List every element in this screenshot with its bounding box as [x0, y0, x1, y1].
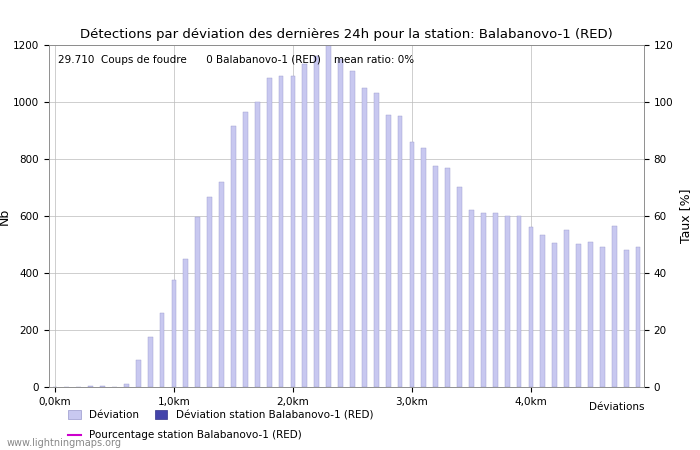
- Bar: [469, 210, 474, 387]
- Bar: [160, 313, 164, 387]
- Bar: [183, 259, 188, 387]
- Bar: [505, 216, 510, 387]
- Bar: [314, 56, 319, 387]
- Text: www.lightningmaps.org: www.lightningmaps.org: [7, 438, 122, 448]
- Bar: [148, 337, 153, 387]
- Bar: [433, 166, 438, 387]
- Bar: [231, 126, 236, 387]
- Bar: [136, 360, 141, 387]
- Bar: [195, 217, 200, 387]
- Bar: [517, 216, 522, 387]
- Bar: [493, 213, 498, 387]
- Bar: [326, 45, 331, 387]
- Bar: [636, 248, 640, 387]
- Y-axis label: Nb: Nb: [0, 207, 10, 225]
- Bar: [528, 227, 533, 387]
- Bar: [481, 213, 486, 387]
- Bar: [338, 59, 343, 387]
- Bar: [600, 248, 605, 387]
- Bar: [398, 116, 402, 387]
- Bar: [576, 244, 581, 387]
- Bar: [386, 115, 391, 387]
- Bar: [350, 71, 355, 387]
- Bar: [279, 76, 284, 387]
- Bar: [410, 142, 414, 387]
- Bar: [88, 386, 93, 387]
- Bar: [374, 94, 379, 387]
- Bar: [207, 198, 212, 387]
- Bar: [612, 226, 617, 387]
- Bar: [243, 112, 248, 387]
- Y-axis label: Taux [%]: Taux [%]: [679, 189, 692, 243]
- Bar: [172, 280, 176, 387]
- Text: 29.710  Coups de foudre      0 Balabanovo-1 (RED)    mean ratio: 0%: 29.710 Coups de foudre 0 Balabanovo-1 (R…: [58, 55, 414, 65]
- Bar: [552, 243, 557, 387]
- Bar: [457, 188, 462, 387]
- Bar: [100, 386, 105, 387]
- Bar: [588, 242, 593, 387]
- Bar: [540, 234, 545, 387]
- Bar: [124, 384, 129, 387]
- Bar: [445, 167, 450, 387]
- Bar: [255, 102, 260, 387]
- Bar: [219, 182, 224, 387]
- Bar: [302, 63, 307, 387]
- Bar: [290, 76, 295, 387]
- Bar: [267, 78, 272, 387]
- Legend: Déviation, Déviation station Balabanovo-1 (RED): Déviation, Déviation station Balabanovo-…: [68, 410, 373, 420]
- Bar: [564, 230, 569, 387]
- Text: Déviations: Déviations: [589, 402, 644, 412]
- Bar: [624, 250, 629, 387]
- Bar: [362, 88, 367, 387]
- Legend: Pourcentage station Balabanovo-1 (RED): Pourcentage station Balabanovo-1 (RED): [68, 430, 302, 440]
- Bar: [421, 148, 426, 387]
- Title: Détections par déviation des dernières 24h pour la station: Balabanovo-1 (RED): Détections par déviation des dernières 2…: [80, 28, 613, 41]
